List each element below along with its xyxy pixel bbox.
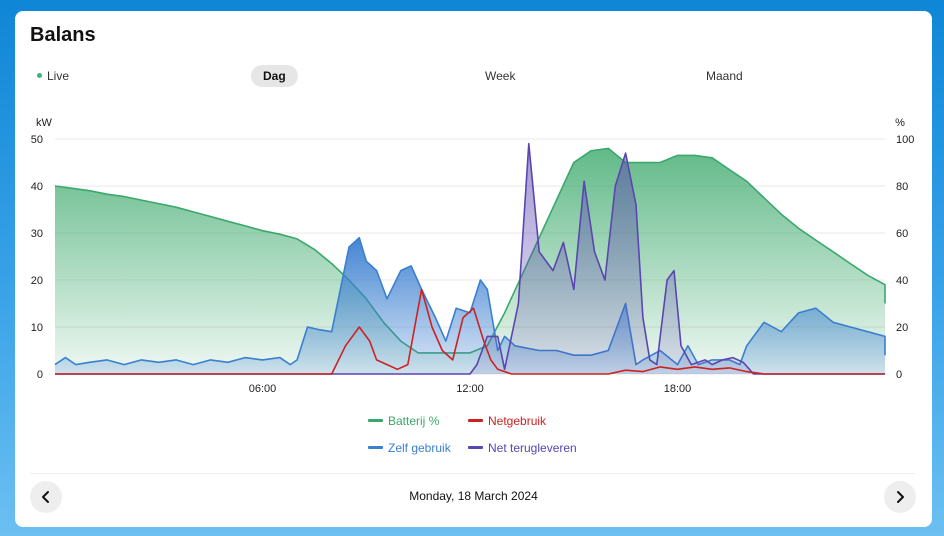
tab-maand[interactable]: Maand xyxy=(694,65,755,87)
footer-divider xyxy=(30,473,915,474)
legend-label-netgebruik: Netgebruik xyxy=(488,414,547,428)
series-line-netgebruik xyxy=(55,288,885,375)
y-right-tick-label: 40 xyxy=(896,275,908,287)
legend-label-zelf-gebruik: Zelf gebruik xyxy=(388,441,451,455)
period-tabs: Live Dag Week Maand xyxy=(15,65,932,87)
tab-maand-label: Maand xyxy=(706,69,743,83)
chevron-right-icon xyxy=(897,491,904,503)
legend-label-batterij: Batterij % xyxy=(388,414,440,428)
series-line-batterij xyxy=(54,147,886,354)
series-area-zelf-gebruik xyxy=(55,237,885,374)
live-dot-icon xyxy=(37,73,42,79)
x-tick-label: 12:00 xyxy=(456,383,484,395)
y-left-unit-label: kW xyxy=(36,117,53,129)
y-left-tick-label: 0 xyxy=(37,369,43,381)
x-tick-label: 06:00 xyxy=(249,383,277,395)
y-left-tick-label: 10 xyxy=(31,322,43,334)
y-right-tick-label: 60 xyxy=(896,228,908,240)
tab-week[interactable]: Week xyxy=(473,65,527,87)
legend-swatch-zelf-gebruik xyxy=(368,446,383,450)
y-right-tick-label: 80 xyxy=(896,181,908,193)
legend-swatch-batterij xyxy=(368,419,383,423)
y-left-tick-label: 30 xyxy=(31,228,43,240)
tab-live[interactable]: Live xyxy=(27,65,81,87)
series-line-net-terugleveren xyxy=(55,142,885,375)
series-line-zelf-gebruik xyxy=(54,236,886,366)
y-right-tick-label: 100 xyxy=(896,134,914,146)
y-right-unit-label: % xyxy=(895,117,905,129)
tab-dag-label: Dag xyxy=(263,69,286,83)
legend-item-netgebruik[interactable]: Netgebruik xyxy=(468,413,546,429)
tab-week-label: Week xyxy=(485,69,516,83)
legend-label-net-terugleveren: Net terugleveren xyxy=(488,441,577,455)
balance-chart: 0 0 10 20 20 40 30 60 40 80 50 100 kW % 06:00 12:00 18:0… xyxy=(31,117,915,395)
legend-item-net-terugleveren[interactable]: Net terugleveren xyxy=(468,440,577,456)
legend-swatch-netgebruik xyxy=(468,419,483,423)
card-title: Balans xyxy=(30,24,96,46)
legend-swatch-net-terugleveren xyxy=(468,446,483,450)
y-left-tick-label: 20 xyxy=(31,275,43,287)
balans-card: Balans Live Dag Week Maand xyxy=(15,11,932,527)
y-left-tick-label: 40 xyxy=(31,181,43,193)
next-day-button[interactable] xyxy=(884,481,916,513)
legend-item-batterij[interactable]: Batterij % xyxy=(368,413,439,429)
y-left-tick-label: 50 xyxy=(31,134,43,146)
y-right-tick-label: 0 xyxy=(896,369,902,381)
chevron-left-icon xyxy=(42,491,49,503)
tab-live-label: Live xyxy=(47,69,70,83)
date-label: Monday, 18 March 2024 xyxy=(409,489,538,503)
legend-item-zelf-gebruik[interactable]: Zelf gebruik xyxy=(368,440,451,456)
chart-legend: Batterij % Netgebruik Zelf gebruik Net t… xyxy=(15,411,932,461)
x-tick-label: 18:00 xyxy=(664,383,692,395)
previous-day-button[interactable] xyxy=(30,481,62,513)
y-right-tick-label: 20 xyxy=(896,322,908,334)
tab-dag[interactable]: Dag xyxy=(251,65,298,87)
